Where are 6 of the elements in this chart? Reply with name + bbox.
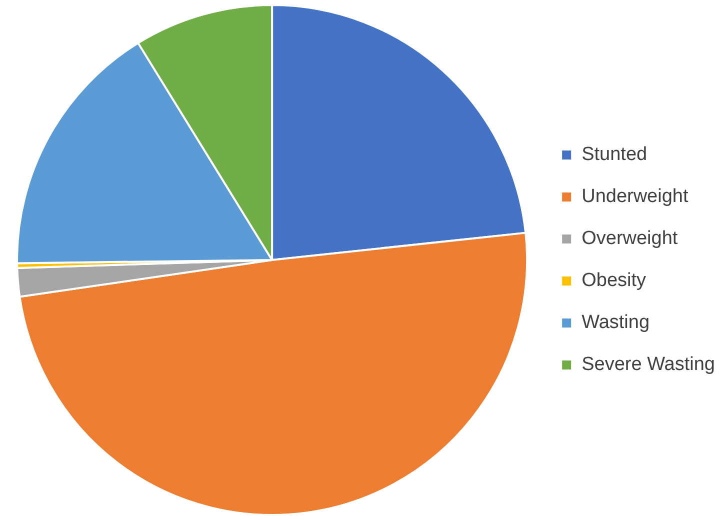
- legend-label: Wasting: [582, 312, 650, 334]
- legend-label: Severe Wasting: [582, 354, 716, 376]
- legend-label: Obesity: [582, 270, 647, 292]
- legend-label: Overweight: [582, 228, 678, 250]
- legend-label: Underweight: [582, 186, 689, 208]
- legend-label: Stunted: [582, 144, 648, 166]
